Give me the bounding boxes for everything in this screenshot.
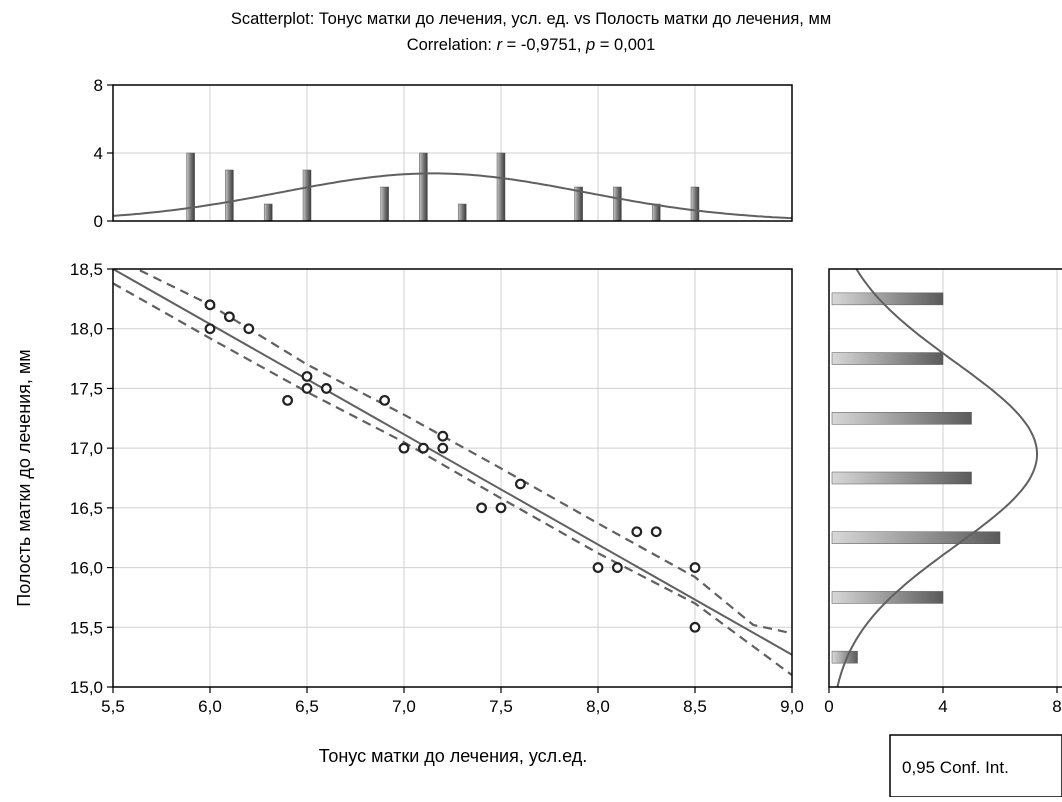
y-tick-label: 16,5 bbox=[70, 499, 103, 518]
scatter-point bbox=[301, 371, 313, 382]
y-tick-label: 16,0 bbox=[70, 559, 103, 578]
right-histogram-bar bbox=[831, 471, 972, 485]
scatter-point bbox=[689, 562, 701, 573]
main-scatter: 5,5 6,0 6,5 7,0 7,5 8,0 8,5 9,0 15,0 15,5 16,0 16,… bbox=[14, 260, 804, 766]
y-tick-label: 18,5 bbox=[70, 260, 103, 279]
right-histogram-bars bbox=[831, 292, 1001, 664]
scatter-point bbox=[398, 442, 410, 454]
y-axis-ticks: 15,0 15,5 16,0 16,5 17,0 17,5 18,0 18,5 bbox=[70, 260, 113, 697]
y-tick-label: 17,5 bbox=[70, 379, 103, 398]
x-axis-ticks: 5,5 6,0 6,5 7,0 7,5 8,0 8,5 9,0 bbox=[101, 687, 804, 716]
scatter-point bbox=[592, 562, 604, 573]
right-tick-label: 8 bbox=[1052, 697, 1061, 716]
x-tick-label: 7,5 bbox=[489, 697, 513, 716]
scatter-point bbox=[631, 526, 643, 538]
right-histogram-normal-curve bbox=[836, 269, 1038, 687]
right-tick-label: 4 bbox=[938, 697, 947, 716]
top-histogram-bar bbox=[225, 169, 234, 222]
legend-label: 0,95 Conf. Int. bbox=[902, 758, 1009, 777]
scatter-point bbox=[243, 323, 255, 335]
legend: 0,95 Conf. Int. bbox=[889, 734, 1062, 798]
right-histogram-bar bbox=[831, 531, 1001, 544]
right-histogram-frame bbox=[828, 268, 1062, 688]
top-histogram-y-ticks: 0 4 8 bbox=[94, 76, 113, 231]
y-tick-label: 15,5 bbox=[70, 618, 103, 637]
scatter-point bbox=[515, 478, 526, 490]
scatter-point bbox=[223, 311, 235, 323]
top-histogram-bar bbox=[380, 186, 389, 222]
scatter-point bbox=[379, 394, 391, 406]
scatter-point bbox=[418, 442, 429, 454]
x-tick-label: 8,0 bbox=[586, 697, 610, 716]
right-histogram-grid bbox=[829, 269, 1062, 687]
regression-line bbox=[113, 269, 792, 656]
scatter-point bbox=[204, 299, 216, 311]
scatter-points bbox=[204, 299, 701, 633]
top-histogram-bar bbox=[651, 203, 661, 222]
chart-title: Scatterplot: Тонус матки до лечения, усл… bbox=[231, 10, 831, 28]
right-tick-label: 0 bbox=[824, 697, 833, 716]
top-histogram-bar bbox=[613, 186, 622, 222]
scatter-point bbox=[650, 526, 662, 538]
chart-subtitle: Correlation: r = -0,9751, p = 0,001 bbox=[407, 36, 656, 54]
right-histogram-x-ticks: 0 4 8 bbox=[824, 687, 1062, 716]
scatter-point bbox=[282, 394, 294, 406]
top-histogram-bar bbox=[690, 186, 700, 222]
scatter-point bbox=[437, 430, 449, 442]
top-histogram-bars bbox=[186, 152, 700, 222]
x-tick-label: 6,5 bbox=[295, 697, 319, 716]
scatter-point bbox=[437, 442, 449, 454]
right-histogram: 0 4 8 bbox=[824, 268, 1062, 716]
top-histogram-bar bbox=[263, 203, 273, 222]
confidence-band-lower bbox=[113, 282, 792, 676]
top-histogram-bar bbox=[302, 169, 312, 222]
x-tick-label: 7,0 bbox=[392, 697, 416, 716]
scatter-point bbox=[689, 621, 701, 633]
top-histogram-bar bbox=[186, 152, 195, 222]
right-histogram-bar bbox=[831, 591, 944, 604]
main-plot-frame bbox=[112, 268, 793, 688]
top-histogram-grid bbox=[113, 85, 792, 221]
top-histogram-normal-curve bbox=[113, 172, 792, 220]
x-tick-label: 8,5 bbox=[683, 697, 707, 716]
scatter-point bbox=[301, 383, 313, 394]
confidence-band-upper bbox=[134, 269, 792, 635]
right-histogram-bar bbox=[831, 292, 944, 306]
y-tick-label: 15,0 bbox=[70, 678, 103, 697]
x-tick-label: 6,0 bbox=[198, 697, 222, 716]
y-axis-label: Полость матки до лечения, мм bbox=[14, 349, 34, 606]
top-tick-label: 4 bbox=[94, 144, 103, 163]
right-histogram-bar bbox=[831, 352, 944, 365]
scatter-point bbox=[612, 562, 623, 573]
scatter-point bbox=[495, 502, 507, 514]
top-histogram: 0 4 8 bbox=[94, 76, 793, 231]
top-histogram-bar bbox=[496, 152, 506, 222]
y-tick-label: 18,0 bbox=[70, 320, 103, 339]
top-histogram-bar bbox=[419, 152, 428, 222]
top-tick-label: 8 bbox=[94, 76, 103, 95]
scatter-point bbox=[321, 383, 332, 394]
scatter-point bbox=[204, 323, 216, 335]
x-axis-label: Тонус матки до лечения, усл.ед. bbox=[319, 746, 588, 766]
x-tick-label: 5,5 bbox=[101, 697, 125, 716]
scatter-point bbox=[476, 502, 488, 514]
x-tick-label: 9,0 bbox=[780, 697, 804, 716]
top-histogram-bar bbox=[457, 203, 467, 222]
main-grid bbox=[113, 269, 792, 687]
right-histogram-bar bbox=[831, 412, 972, 425]
y-tick-label: 17,0 bbox=[70, 439, 103, 458]
top-tick-label: 0 bbox=[94, 212, 103, 231]
